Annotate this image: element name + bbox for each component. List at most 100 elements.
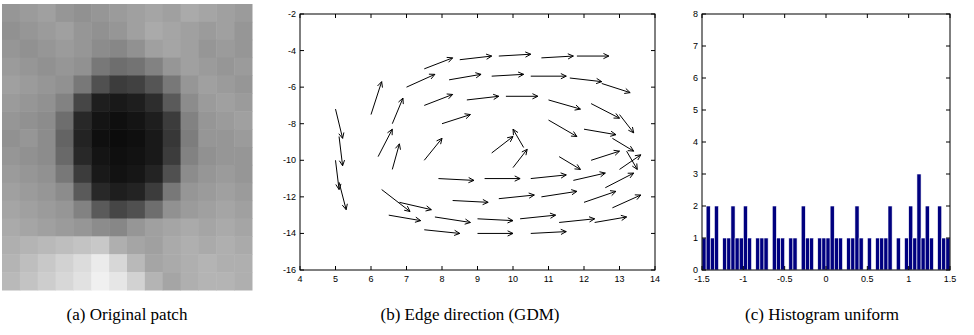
histogram-bar xyxy=(714,206,718,270)
arrow xyxy=(438,178,474,183)
x-tick-label: 7 xyxy=(404,274,409,284)
pixel-cell xyxy=(73,219,91,237)
pixel-cell xyxy=(56,254,74,272)
arrow xyxy=(424,138,442,160)
arrow xyxy=(602,83,630,93)
pixel-cell xyxy=(234,22,252,40)
pixel-cell xyxy=(56,93,74,111)
pixel-cell xyxy=(234,201,252,219)
pixel-cell xyxy=(73,183,91,201)
pixel-cell xyxy=(91,254,109,272)
x-tick xyxy=(867,14,868,18)
pixel-cell xyxy=(38,219,56,237)
pixel-cell xyxy=(2,111,20,129)
y-tick xyxy=(702,110,706,111)
arrow xyxy=(577,53,609,58)
pixel-cell xyxy=(109,183,127,201)
figure: (a) Original patch4567891011121314-16-14… xyxy=(0,0,974,335)
arrow xyxy=(559,217,595,223)
pixel-cell xyxy=(20,129,38,147)
arrow xyxy=(339,182,347,209)
x-tick xyxy=(619,266,620,270)
arrow xyxy=(424,230,460,236)
arrow xyxy=(389,215,421,222)
pixel-cell xyxy=(181,272,199,290)
y-tick-label: 5 xyxy=(693,105,698,115)
histogram-bar xyxy=(834,238,838,270)
pixel-cell xyxy=(181,183,199,201)
arrow xyxy=(620,155,641,170)
pixel-cell xyxy=(163,129,181,147)
y-tick xyxy=(651,87,655,88)
x-tick xyxy=(908,266,909,270)
x-tick xyxy=(950,266,951,270)
panel-caption: (a) Original patch xyxy=(67,305,188,324)
histogram-bar xyxy=(909,206,913,270)
y-tick xyxy=(651,14,655,15)
pixel-cell xyxy=(20,254,38,272)
pixel-cell xyxy=(91,4,109,22)
y-tick xyxy=(946,174,950,175)
histogram-bar xyxy=(859,238,863,270)
arrow xyxy=(541,190,577,197)
histogram-bars xyxy=(702,174,950,270)
pixel-cell xyxy=(2,219,20,237)
pixel-cell xyxy=(163,254,181,272)
arrow xyxy=(424,94,452,105)
pixel-cell xyxy=(20,201,38,219)
arrow xyxy=(424,57,452,68)
pixel-cell xyxy=(38,183,56,201)
x-tick xyxy=(619,14,620,18)
x-tick xyxy=(655,14,656,18)
pixel-cell xyxy=(181,201,199,219)
pixel-cell xyxy=(2,40,20,58)
x-tick-label: 1.5 xyxy=(944,274,957,284)
pixel-cell xyxy=(73,4,91,22)
pixel-cell xyxy=(2,272,20,290)
pixel-cell xyxy=(109,40,127,58)
pixel-cell xyxy=(109,201,127,219)
histogram-bar xyxy=(917,174,921,270)
pixel-cell xyxy=(38,4,56,22)
x-tick-label: 14 xyxy=(650,274,660,284)
histogram-bar xyxy=(867,238,871,270)
histogram-bar xyxy=(739,238,743,270)
pixel-cell xyxy=(198,236,216,254)
pixel-cell xyxy=(198,4,216,22)
histogram-bar xyxy=(880,238,884,270)
histogram-bar xyxy=(731,206,735,270)
pixel-cell xyxy=(145,219,163,237)
arrow xyxy=(392,144,400,170)
pixel-cell xyxy=(216,183,234,201)
pixel-cell xyxy=(234,183,252,201)
histogram-bar xyxy=(925,206,929,270)
pixel-cell xyxy=(91,183,109,201)
pixel-cell xyxy=(127,236,145,254)
x-tick xyxy=(300,14,301,18)
pixel-cell xyxy=(56,58,74,76)
y-tick xyxy=(946,270,950,271)
pixel-cell xyxy=(38,111,56,129)
pixel-cell xyxy=(234,254,252,272)
arrow xyxy=(513,149,527,167)
x-tick xyxy=(335,266,336,270)
pixel-cell xyxy=(56,129,74,147)
x-tick xyxy=(477,266,478,270)
pixel-cell xyxy=(109,272,127,290)
pixel-cell xyxy=(73,40,91,58)
pixel-cell xyxy=(163,111,181,129)
pixel-cell xyxy=(20,22,38,40)
x-tick-label: -1 xyxy=(739,274,747,284)
histogram-bar xyxy=(760,238,764,270)
y-tick xyxy=(300,87,304,88)
x-tick xyxy=(826,14,827,18)
histogram-bar xyxy=(809,238,813,270)
x-tick xyxy=(548,14,549,18)
histogram-bar xyxy=(905,238,909,270)
pixel-cell xyxy=(234,165,252,183)
x-tick-label: 9 xyxy=(475,274,480,284)
y-tick xyxy=(702,270,706,271)
arrow xyxy=(612,138,633,151)
arrow xyxy=(531,74,567,79)
pixel-cell xyxy=(127,76,145,94)
